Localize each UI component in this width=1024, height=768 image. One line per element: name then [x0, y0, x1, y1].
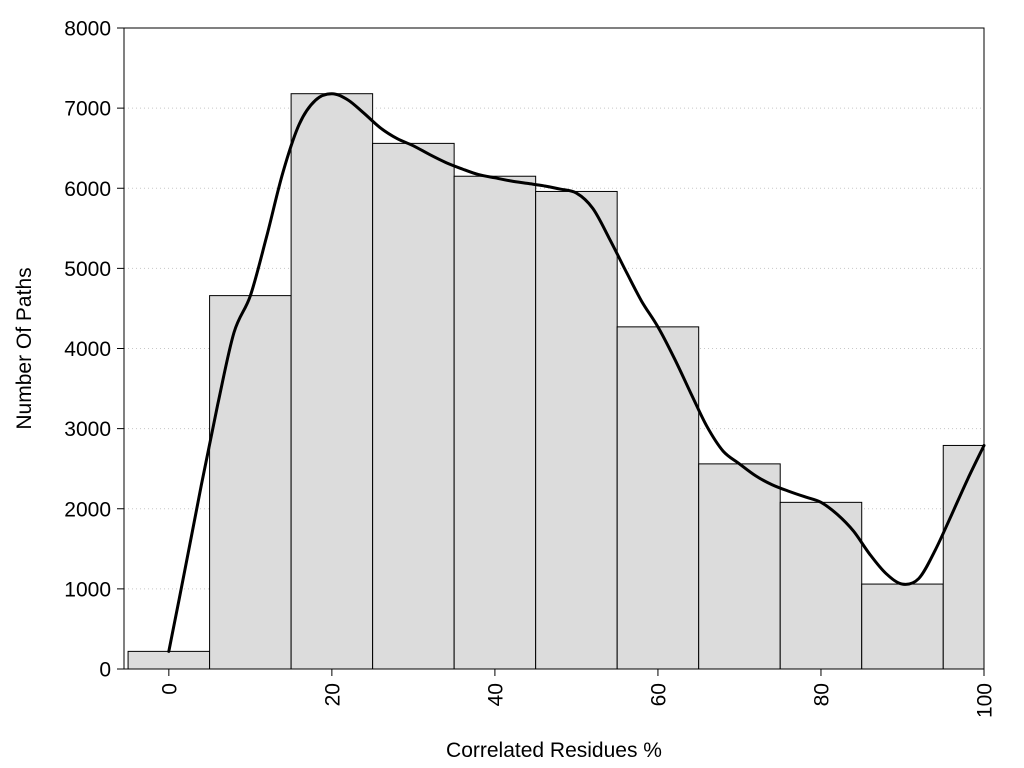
bar-50 [535, 190, 618, 670]
x-axis: 0 20 40 60 80 100 [158, 669, 997, 718]
y-tick-label: 1000 [64, 578, 111, 601]
y-tick-label: 5000 [64, 258, 111, 281]
bar-60 [616, 326, 700, 670]
y-tick-label: 0 [99, 659, 111, 682]
bar-40 [453, 175, 537, 670]
bar-10 [209, 295, 292, 670]
bar-30 [372, 142, 455, 670]
y-axis-title: Number Of Paths [13, 267, 36, 429]
y-tick-label: 7000 [64, 98, 111, 121]
bar-70 [698, 463, 781, 670]
x-tick-label: 20 [321, 683, 344, 706]
x-tick-label: 100 [974, 683, 997, 718]
x-tick-label: 60 [647, 683, 670, 706]
x-tick-label: 80 [810, 683, 833, 706]
bar-20 [290, 93, 374, 670]
bar-80 [779, 501, 863, 670]
y-tick-label: 6000 [64, 178, 111, 201]
y-tick-label: 4000 [64, 338, 111, 361]
bar-100 [942, 444, 985, 670]
histogram-bars [127, 93, 985, 670]
x-tick-label: 40 [484, 683, 507, 706]
y-tick-label: 8000 [64, 18, 111, 41]
x-tick-label: 0 [158, 683, 181, 695]
x-axis-title: Correlated Residues % [446, 739, 662, 762]
bar-90 [861, 583, 944, 670]
y-tick-label: 2000 [64, 498, 111, 521]
y-axis: 0 1000 2000 3000 4000 5000 6000 7000 8000 [64, 18, 124, 682]
y-tick-label: 3000 [64, 418, 111, 441]
density-curve [167, 92, 986, 653]
bar-0 [127, 650, 211, 670]
